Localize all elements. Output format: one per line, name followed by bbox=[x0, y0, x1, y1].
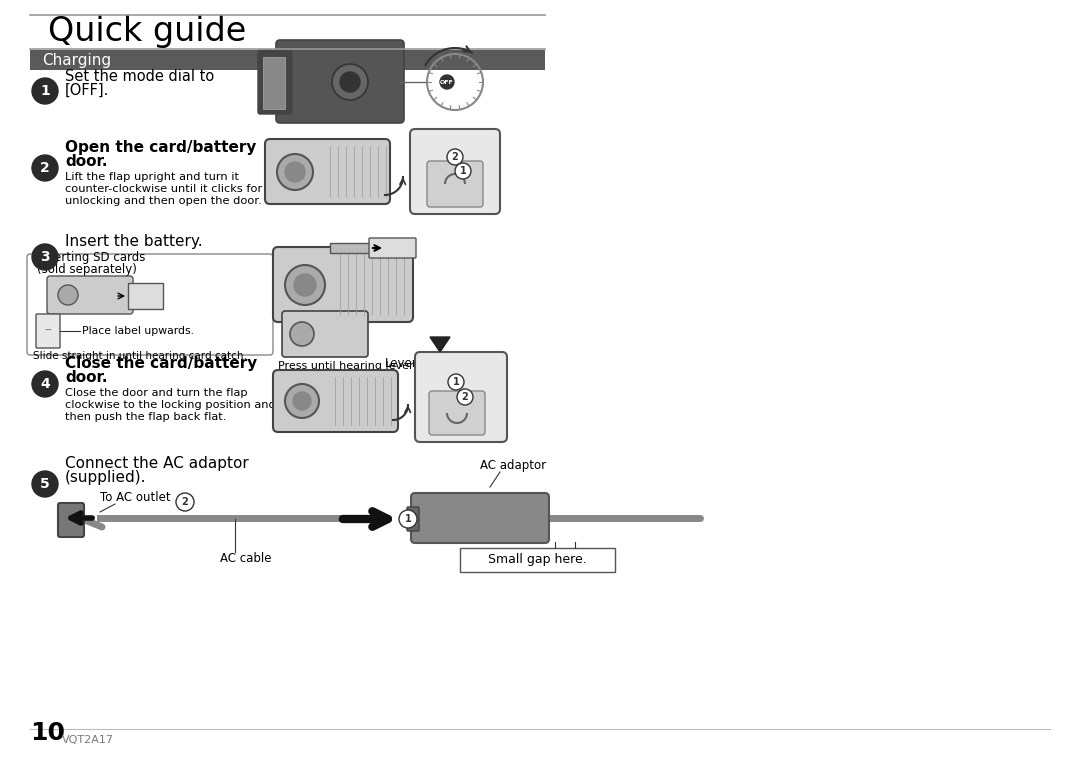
Text: Close the door and turn the flap: Close the door and turn the flap bbox=[65, 388, 247, 398]
Circle shape bbox=[294, 274, 316, 296]
Text: Close the card/battery: Close the card/battery bbox=[65, 356, 257, 371]
Circle shape bbox=[293, 392, 311, 410]
Circle shape bbox=[332, 64, 368, 100]
FancyBboxPatch shape bbox=[58, 503, 84, 537]
Text: AC adaptor: AC adaptor bbox=[480, 459, 546, 472]
Text: 5: 5 bbox=[40, 477, 50, 491]
FancyBboxPatch shape bbox=[369, 238, 416, 258]
Text: then push the flap back flat.: then push the flap back flat. bbox=[65, 412, 227, 422]
Circle shape bbox=[58, 285, 78, 305]
Circle shape bbox=[176, 493, 194, 511]
Text: (sold separately): (sold separately) bbox=[37, 263, 137, 276]
Text: –: – bbox=[44, 324, 52, 338]
Bar bbox=[129, 283, 163, 309]
Circle shape bbox=[457, 389, 473, 405]
Text: Press until hearing lever lock.: Press until hearing lever lock. bbox=[278, 361, 443, 371]
FancyBboxPatch shape bbox=[36, 314, 60, 348]
Text: 1: 1 bbox=[453, 377, 459, 387]
FancyBboxPatch shape bbox=[273, 370, 399, 432]
FancyBboxPatch shape bbox=[410, 129, 500, 214]
Circle shape bbox=[399, 510, 417, 528]
Polygon shape bbox=[430, 337, 450, 352]
FancyBboxPatch shape bbox=[27, 254, 273, 355]
Bar bbox=[330, 243, 390, 253]
Text: 4: 4 bbox=[40, 377, 50, 391]
Text: 2: 2 bbox=[461, 392, 469, 402]
Text: Quick guide: Quick guide bbox=[48, 15, 246, 48]
Bar bbox=[264, 57, 285, 109]
Circle shape bbox=[291, 322, 314, 346]
Circle shape bbox=[32, 244, 58, 270]
Text: Open the card/battery: Open the card/battery bbox=[65, 140, 256, 155]
FancyBboxPatch shape bbox=[415, 352, 507, 442]
Text: 1: 1 bbox=[405, 514, 411, 524]
Text: Charging: Charging bbox=[42, 52, 111, 67]
Circle shape bbox=[32, 155, 58, 181]
Text: counter-clockwise until it clicks for: counter-clockwise until it clicks for bbox=[65, 184, 262, 194]
FancyBboxPatch shape bbox=[258, 50, 292, 114]
Text: Inserting SD cards: Inserting SD cards bbox=[37, 251, 146, 264]
Circle shape bbox=[32, 371, 58, 397]
Text: Insert the battery.: Insert the battery. bbox=[65, 234, 203, 249]
Circle shape bbox=[285, 162, 305, 182]
FancyBboxPatch shape bbox=[273, 247, 413, 322]
Text: 10: 10 bbox=[30, 721, 65, 745]
Text: (supplied).: (supplied). bbox=[65, 470, 147, 485]
Circle shape bbox=[276, 154, 313, 190]
FancyBboxPatch shape bbox=[427, 161, 483, 207]
Circle shape bbox=[32, 471, 58, 497]
Text: 2: 2 bbox=[181, 497, 188, 507]
Text: unlocking and then open the door.: unlocking and then open the door. bbox=[65, 196, 261, 206]
Text: Slide straight in until hearing card catch.: Slide straight in until hearing card cat… bbox=[33, 351, 247, 361]
Circle shape bbox=[285, 384, 319, 418]
Circle shape bbox=[440, 75, 454, 89]
Circle shape bbox=[447, 149, 463, 165]
FancyBboxPatch shape bbox=[411, 493, 549, 543]
Text: clockwise to the locking position and: clockwise to the locking position and bbox=[65, 400, 275, 410]
FancyBboxPatch shape bbox=[276, 40, 404, 123]
FancyBboxPatch shape bbox=[429, 391, 485, 435]
FancyBboxPatch shape bbox=[407, 507, 419, 531]
Circle shape bbox=[455, 163, 471, 179]
Text: Set the mode dial to: Set the mode dial to bbox=[65, 69, 214, 84]
Circle shape bbox=[32, 78, 58, 104]
Text: To AC outlet: To AC outlet bbox=[100, 491, 171, 504]
FancyBboxPatch shape bbox=[48, 276, 133, 314]
Circle shape bbox=[340, 72, 360, 92]
Text: Lift the flap upright and turn it: Lift the flap upright and turn it bbox=[65, 172, 239, 182]
Bar bbox=[30, 50, 545, 70]
FancyBboxPatch shape bbox=[282, 311, 368, 357]
Text: Lever: Lever bbox=[384, 357, 418, 370]
Text: AC cable: AC cable bbox=[220, 552, 271, 565]
Bar bbox=[460, 548, 615, 572]
Text: VQT2A17: VQT2A17 bbox=[62, 735, 114, 745]
Circle shape bbox=[285, 265, 325, 305]
Text: door.: door. bbox=[65, 154, 108, 169]
Text: 1: 1 bbox=[460, 166, 467, 176]
Text: 2: 2 bbox=[451, 152, 458, 162]
Circle shape bbox=[448, 374, 464, 390]
Text: Small gap here.: Small gap here. bbox=[488, 554, 586, 567]
Text: 2: 2 bbox=[40, 161, 50, 175]
Text: 1: 1 bbox=[40, 84, 50, 98]
Text: Connect the AC adaptor: Connect the AC adaptor bbox=[65, 456, 248, 471]
Text: OFF: OFF bbox=[441, 80, 454, 84]
Text: door.: door. bbox=[65, 370, 108, 385]
FancyBboxPatch shape bbox=[27, 13, 548, 51]
FancyBboxPatch shape bbox=[265, 139, 390, 204]
Text: Place label upwards.: Place label upwards. bbox=[82, 326, 194, 336]
Text: [OFF].: [OFF]. bbox=[65, 83, 109, 98]
Text: 3: 3 bbox=[40, 250, 50, 264]
